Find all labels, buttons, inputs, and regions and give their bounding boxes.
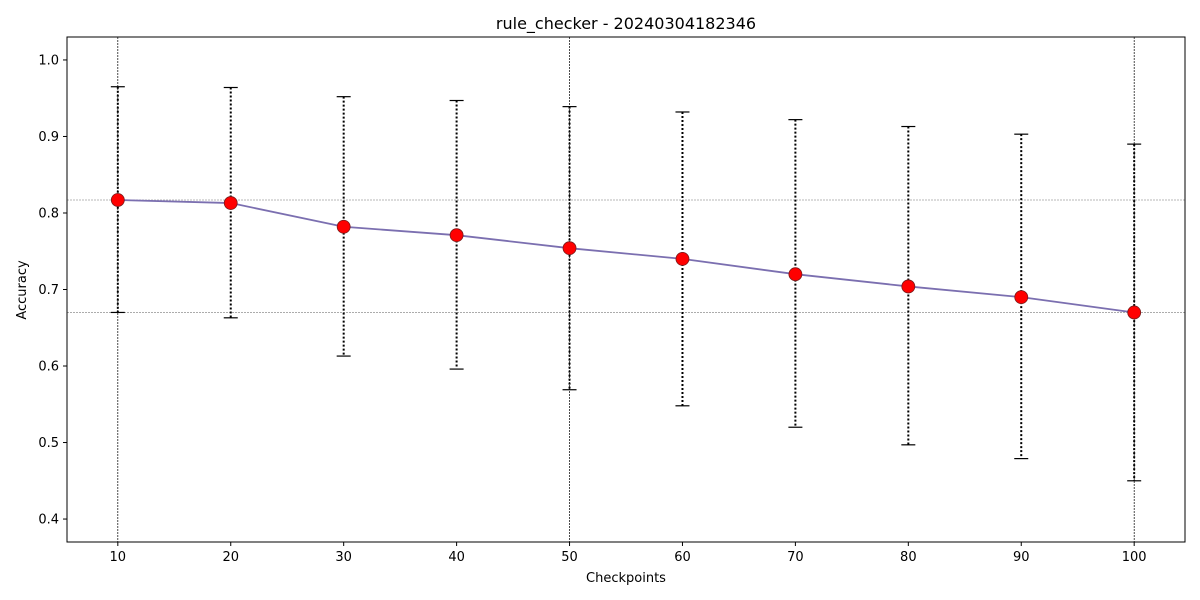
y-tick-label-5: 0.9 [38, 130, 59, 145]
x-axis-label: Checkpoints [586, 571, 666, 586]
y-axis-label: Accuracy [15, 260, 30, 320]
data-point-6 [788, 267, 803, 282]
plot-frame [66, 36, 1186, 543]
x-tick-label-6: 70 [787, 550, 804, 565]
y-tick-label-2: 0.6 [38, 360, 59, 375]
data-point-5 [675, 251, 690, 266]
x-tick-label-1: 20 [222, 550, 239, 565]
x-tick-label-8: 90 [1013, 550, 1030, 565]
y-tick-label-4: 0.8 [38, 206, 59, 221]
data-point-3 [449, 228, 464, 243]
x-tick-label-0: 10 [110, 550, 127, 565]
y-tick-label-6: 1.0 [38, 53, 59, 68]
data-point-2 [336, 219, 351, 234]
data-point-8 [1014, 290, 1029, 305]
plot-area: 10 20 30 40 50 60 70 80 90 100 0.4 0.5 0.6 0.7 0.8 0.9 1… [38, 36, 1186, 565]
x-tick-label-2: 30 [335, 550, 352, 565]
chart-title: rule_checker - 20240304182346 [496, 14, 756, 34]
y-tick-label-1: 0.5 [38, 436, 59, 451]
y-tick-label-0: 0.4 [38, 513, 59, 528]
x-tick-label-4: 50 [561, 550, 578, 565]
data-point-0 [110, 193, 125, 207]
x-tick-label-7: 80 [900, 550, 917, 565]
x-tick-label-5: 60 [674, 550, 691, 565]
data-point-1 [223, 196, 238, 210]
data-point-4 [562, 241, 577, 256]
data-point-9 [1127, 305, 1142, 320]
x-tick-label-3: 40 [448, 550, 465, 565]
data-point-7 [901, 279, 916, 294]
y-tick-label-3: 0.7 [38, 283, 59, 298]
x-tick-label-9: 100 [1122, 550, 1147, 565]
series-line-0 [117, 199, 1135, 314]
